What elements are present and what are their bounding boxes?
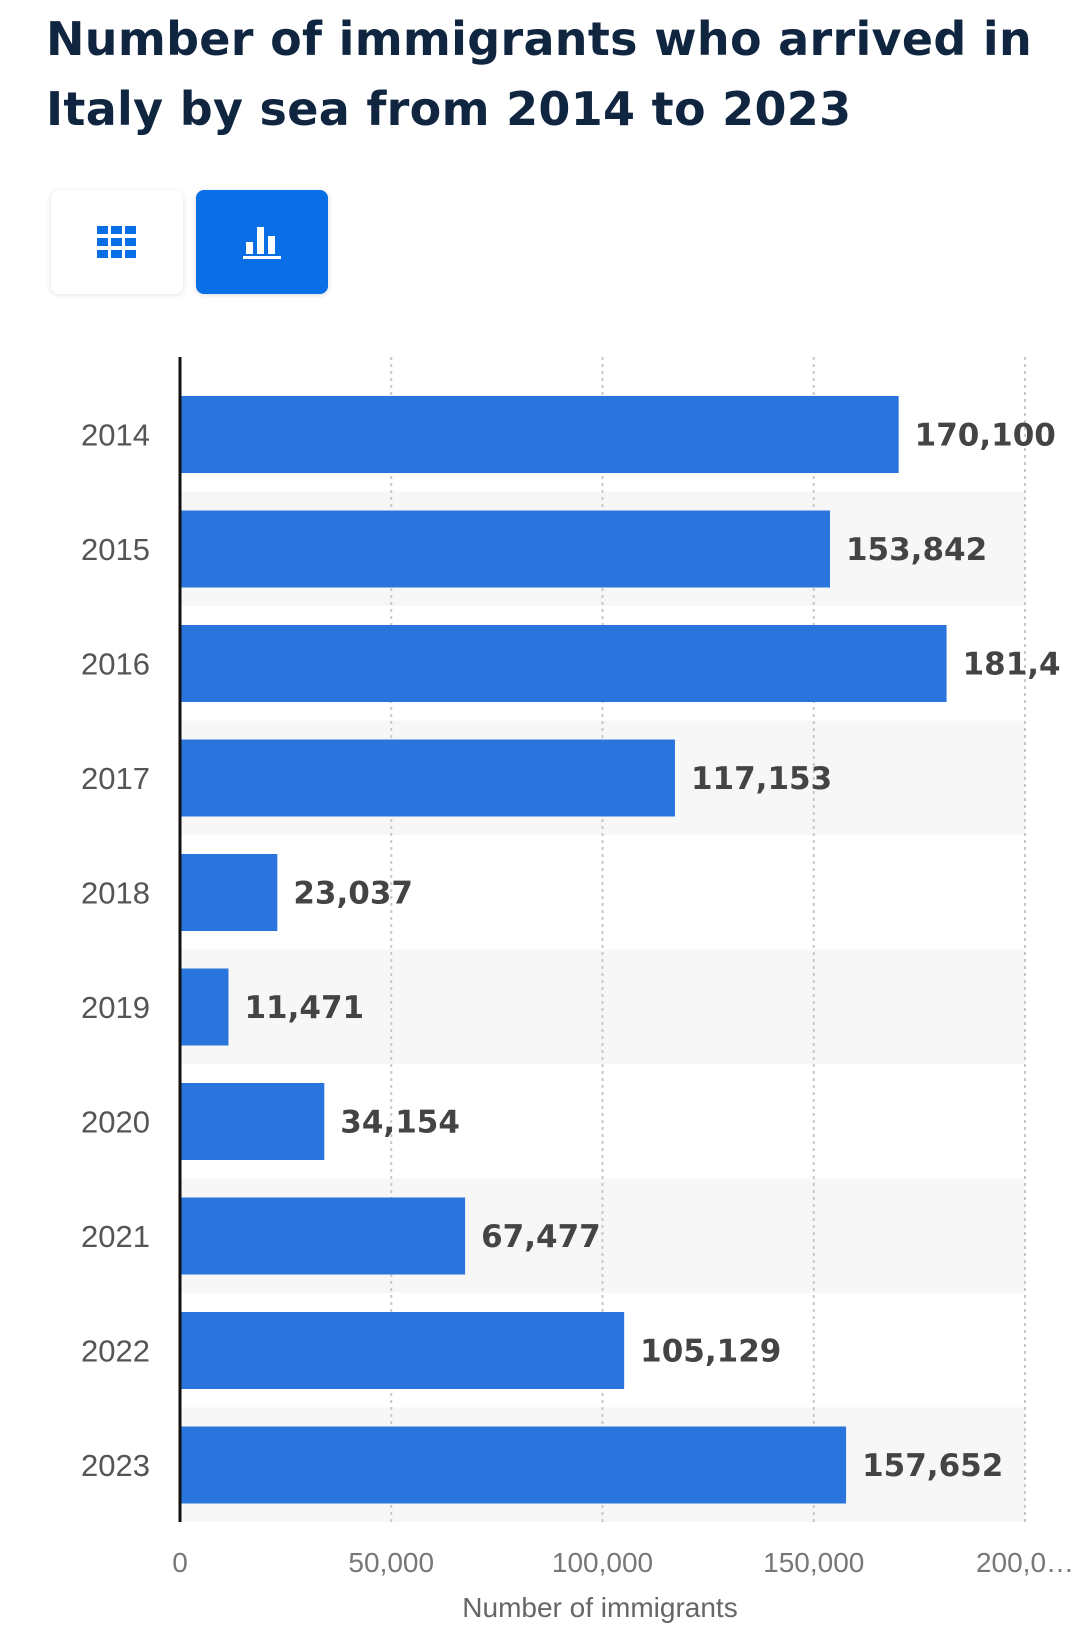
category-label: 2022 xyxy=(81,1334,150,1369)
category-label: 2014 xyxy=(81,418,150,453)
bar xyxy=(180,1083,325,1160)
bar-chart-icon xyxy=(243,227,281,259)
value-label: 153,842 xyxy=(846,532,987,568)
value-label: 34,154 xyxy=(340,1105,460,1141)
bar xyxy=(180,396,899,473)
table-view-button[interactable] xyxy=(51,190,183,294)
value-label: 157,652 xyxy=(862,1448,1003,1484)
chart-view-button[interactable] xyxy=(196,190,328,294)
value-label: 117,153 xyxy=(691,761,832,797)
bar xyxy=(180,510,830,588)
bar xyxy=(180,854,278,931)
bar xyxy=(180,1426,847,1504)
category-label: 2023 xyxy=(81,1448,150,1483)
x-tick-label: 50,000 xyxy=(348,1547,434,1578)
category-label: 2019 xyxy=(81,990,150,1025)
x-tick-label: 200,0… xyxy=(976,1547,1074,1578)
category-label: 2015 xyxy=(81,532,150,567)
value-label: 11,471 xyxy=(244,990,364,1026)
category-label: 2021 xyxy=(81,1219,150,1254)
bar xyxy=(180,1197,466,1275)
value-label: 23,037 xyxy=(293,876,413,912)
value-label: 67,477 xyxy=(481,1219,601,1255)
bar xyxy=(180,625,947,702)
x-tick-label: 100,000 xyxy=(552,1547,653,1578)
category-label: 2016 xyxy=(81,647,150,682)
value-label: 170,100 xyxy=(915,418,1056,454)
value-label: 105,129 xyxy=(640,1334,781,1370)
value-label: 181,4 xyxy=(963,647,1061,683)
x-axis-title: Number of immigrants xyxy=(462,1592,738,1623)
category-label: 2018 xyxy=(81,876,150,911)
category-label: 2017 xyxy=(81,761,150,796)
bar xyxy=(180,1312,625,1389)
category-label: 2020 xyxy=(81,1105,150,1140)
grid-icon xyxy=(97,226,136,258)
bar xyxy=(180,739,675,817)
bar xyxy=(180,968,229,1046)
chart-title: Number of immigrants who arrived in Ital… xyxy=(46,12,1033,136)
bar-chart: 2014 170,100 2015 153,842 2016 181,4 2017 117,1… xyxy=(81,357,1074,1578)
x-tick-label: 150,000 xyxy=(763,1547,864,1578)
x-tick-label: 0 xyxy=(172,1547,188,1578)
